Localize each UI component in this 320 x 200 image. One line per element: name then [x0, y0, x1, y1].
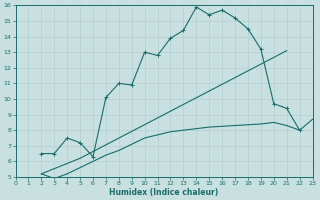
X-axis label: Humidex (Indice chaleur): Humidex (Indice chaleur): [109, 188, 219, 197]
